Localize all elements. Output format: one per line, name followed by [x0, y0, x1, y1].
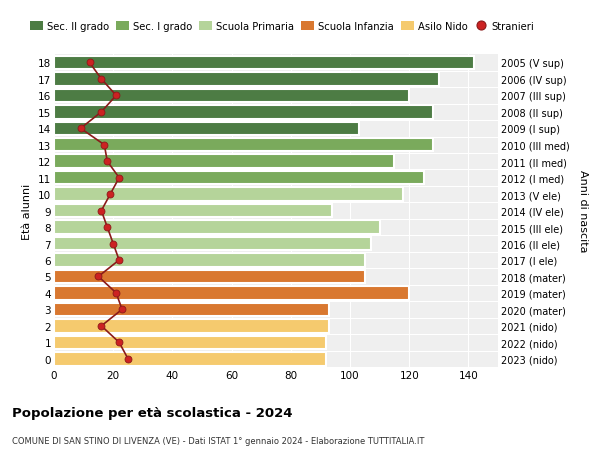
Bar	[54, 188, 403, 202]
Text: Popolazione per età scolastica - 2024: Popolazione per età scolastica - 2024	[12, 406, 293, 419]
Bar	[54, 139, 433, 152]
Bar	[54, 336, 326, 349]
Bar	[54, 122, 359, 136]
Text: COMUNE DI SAN STINO DI LIVENZA (VE) - Dati ISTAT 1° gennaio 2024 - Elaborazione : COMUNE DI SAN STINO DI LIVENZA (VE) - Da…	[12, 436, 424, 445]
Bar	[54, 352, 326, 366]
Bar	[54, 221, 380, 234]
Y-axis label: Età alunni: Età alunni	[22, 183, 32, 239]
Bar	[54, 204, 332, 218]
Legend: Sec. II grado, Sec. I grado, Scuola Primaria, Scuola Infanzia, Asilo Nido, Stran: Sec. II grado, Sec. I grado, Scuola Prim…	[28, 19, 536, 34]
Bar	[54, 270, 365, 284]
Bar	[54, 155, 394, 168]
Y-axis label: Anni di nascita: Anni di nascita	[578, 170, 588, 252]
Bar	[54, 106, 433, 119]
Bar	[54, 172, 424, 185]
Bar	[54, 73, 439, 86]
Bar	[54, 319, 329, 333]
Bar	[54, 237, 371, 251]
Bar	[54, 254, 365, 267]
Bar	[54, 286, 409, 300]
Bar	[54, 90, 409, 103]
Bar	[54, 303, 329, 316]
Bar	[54, 56, 475, 70]
